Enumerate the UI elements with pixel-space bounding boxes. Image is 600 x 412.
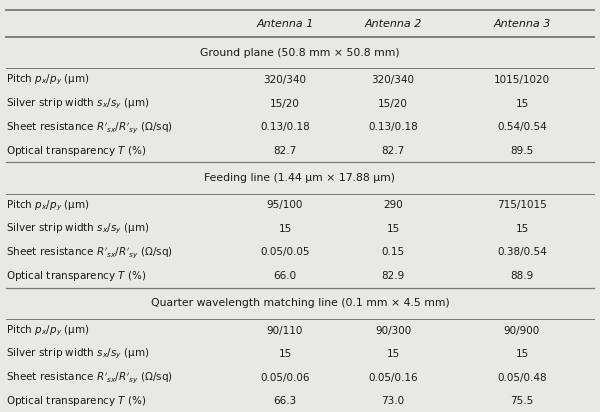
Text: 715/1015: 715/1015 bbox=[497, 200, 547, 211]
Text: 95/100: 95/100 bbox=[267, 200, 303, 211]
Text: 75.5: 75.5 bbox=[511, 396, 533, 406]
Text: Optical transparency $T$ (%): Optical transparency $T$ (%) bbox=[6, 394, 146, 408]
Text: 1015/1020: 1015/1020 bbox=[494, 75, 550, 85]
Text: 15: 15 bbox=[515, 224, 529, 234]
Text: 0.05/0.06: 0.05/0.06 bbox=[260, 372, 310, 383]
Text: 320/340: 320/340 bbox=[263, 75, 307, 85]
Text: 88.9: 88.9 bbox=[511, 271, 533, 281]
Text: Antenna 2: Antenna 2 bbox=[364, 19, 422, 29]
Text: 90/900: 90/900 bbox=[504, 325, 540, 336]
Text: 66.3: 66.3 bbox=[274, 396, 296, 406]
Text: 0.13/0.18: 0.13/0.18 bbox=[260, 122, 310, 132]
Text: 15: 15 bbox=[515, 98, 529, 109]
Text: 82.7: 82.7 bbox=[274, 145, 296, 156]
Text: Sheet resistance $R'_{sx}$/$R'_{sy}$ (Ω/sq): Sheet resistance $R'_{sx}$/$R'_{sy}$ (Ω/… bbox=[6, 120, 173, 134]
Text: 0.54/0.54: 0.54/0.54 bbox=[497, 122, 547, 132]
Text: 320/340: 320/340 bbox=[371, 75, 415, 85]
Text: 0.13/0.18: 0.13/0.18 bbox=[368, 122, 418, 132]
Text: Pitch $p_x$/$p_y$ (μm): Pitch $p_x$/$p_y$ (μm) bbox=[6, 73, 90, 87]
Text: Optical transparency $T$ (%): Optical transparency $T$ (%) bbox=[6, 269, 146, 283]
Text: 15: 15 bbox=[386, 349, 400, 359]
Text: 0.15: 0.15 bbox=[382, 247, 404, 258]
Text: 15: 15 bbox=[278, 349, 292, 359]
Text: 89.5: 89.5 bbox=[511, 145, 533, 156]
Text: Optical transparency $T$ (%): Optical transparency $T$ (%) bbox=[6, 144, 146, 157]
Text: Antenna 1: Antenna 1 bbox=[256, 19, 314, 29]
Text: 82.7: 82.7 bbox=[382, 145, 404, 156]
Text: Feeding line (1.44 μm × 17.88 μm): Feeding line (1.44 μm × 17.88 μm) bbox=[205, 173, 395, 183]
Text: Pitch $p_x$/$p_y$ (μm): Pitch $p_x$/$p_y$ (μm) bbox=[6, 198, 90, 213]
Text: Sheet resistance $R'_{sx}$/$R'_{sy}$ (Ω/sq): Sheet resistance $R'_{sx}$/$R'_{sy}$ (Ω/… bbox=[6, 370, 173, 385]
Text: 0.38/0.54: 0.38/0.54 bbox=[497, 247, 547, 258]
Text: Silver strip width $s_x$/$s_y$ (μm): Silver strip width $s_x$/$s_y$ (μm) bbox=[6, 96, 149, 111]
Text: Sheet resistance $R'_{sx}$/$R'_{sy}$ (Ω/sq): Sheet resistance $R'_{sx}$/$R'_{sy}$ (Ω/… bbox=[6, 245, 173, 260]
Text: 73.0: 73.0 bbox=[382, 396, 404, 406]
Text: 15/20: 15/20 bbox=[270, 98, 300, 109]
Text: Ground plane (50.8 mm × 50.8 mm): Ground plane (50.8 mm × 50.8 mm) bbox=[200, 48, 400, 58]
Text: Pitch $p_x$/$p_y$ (μm): Pitch $p_x$/$p_y$ (μm) bbox=[6, 323, 90, 338]
Text: 0.05/0.05: 0.05/0.05 bbox=[260, 247, 310, 258]
Text: Silver strip width $s_x$/$s_y$ (μm): Silver strip width $s_x$/$s_y$ (μm) bbox=[6, 222, 149, 236]
Text: 90/300: 90/300 bbox=[375, 325, 411, 336]
Text: 15: 15 bbox=[515, 349, 529, 359]
Text: 90/110: 90/110 bbox=[267, 325, 303, 336]
Text: Antenna 3: Antenna 3 bbox=[493, 19, 551, 29]
Text: 15: 15 bbox=[386, 224, 400, 234]
Text: Silver strip width $s_x$/$s_y$ (μm): Silver strip width $s_x$/$s_y$ (μm) bbox=[6, 347, 149, 361]
Text: 0.05/0.16: 0.05/0.16 bbox=[368, 372, 418, 383]
Text: 15/20: 15/20 bbox=[378, 98, 408, 109]
Text: Quarter wavelength matching line (0.1 mm × 4.5 mm): Quarter wavelength matching line (0.1 mm… bbox=[151, 298, 449, 308]
Text: 15: 15 bbox=[278, 224, 292, 234]
Text: 82.9: 82.9 bbox=[382, 271, 404, 281]
Text: 0.05/0.48: 0.05/0.48 bbox=[497, 372, 547, 383]
Text: 66.0: 66.0 bbox=[274, 271, 296, 281]
Text: 290: 290 bbox=[383, 200, 403, 211]
